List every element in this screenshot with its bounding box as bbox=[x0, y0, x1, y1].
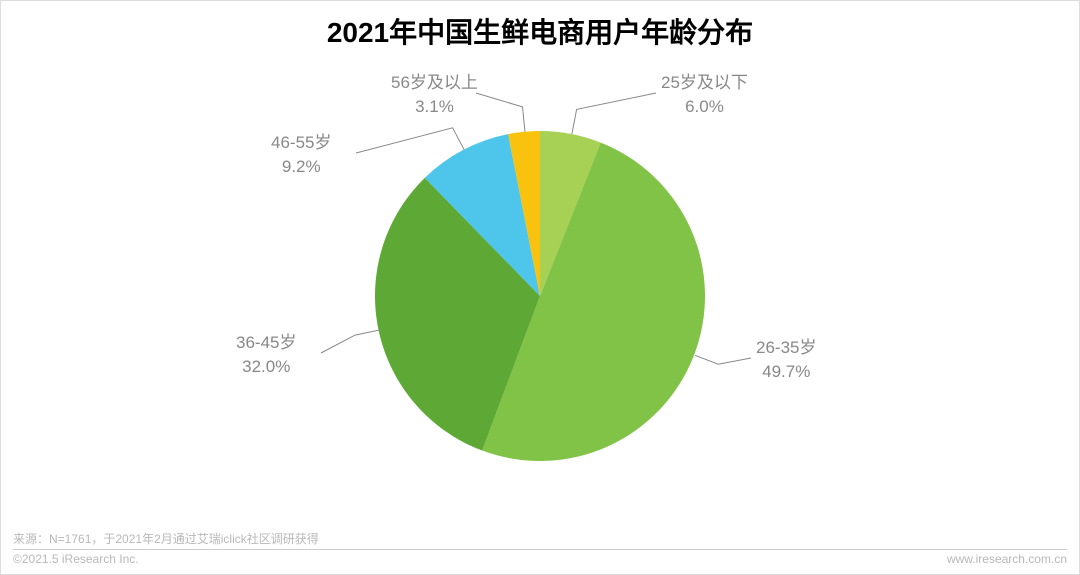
slice-label-name: 46-55岁 bbox=[271, 131, 331, 155]
leader-lines bbox=[1, 71, 1080, 521]
slice-label: 25岁及以下6.0% bbox=[661, 71, 748, 119]
slice-label-value: 9.2% bbox=[271, 155, 331, 179]
leader-line bbox=[476, 93, 525, 132]
footer: 来源：N=1761，于2021年2月通过艾瑞iclick社区调研获得 ©2021… bbox=[1, 530, 1079, 566]
leader-line bbox=[695, 355, 751, 364]
slice-label-value: 32.0% bbox=[236, 355, 296, 379]
slice-label: 26-35岁49.7% bbox=[756, 336, 816, 384]
slice-label: 56岁及以上3.1% bbox=[391, 71, 478, 119]
slice-label-name: 36-45岁 bbox=[236, 331, 296, 355]
footer-source: 来源：N=1761，于2021年2月通过艾瑞iclick社区调研获得 bbox=[13, 530, 1067, 547]
slice-label: 46-55岁9.2% bbox=[271, 131, 331, 179]
slice-label-name: 56岁及以上 bbox=[391, 71, 478, 95]
chart-title: 2021年中国生鲜电商用户年龄分布 bbox=[1, 1, 1079, 51]
slice-label-name: 26-35岁 bbox=[756, 336, 816, 360]
slice-label-value: 6.0% bbox=[661, 95, 748, 119]
leader-line bbox=[572, 93, 656, 134]
leader-line bbox=[356, 128, 464, 153]
slice-label-name: 25岁及以下 bbox=[661, 71, 748, 95]
footer-url: www.iresearch.com.cn bbox=[947, 552, 1067, 566]
footer-copyright: ©2021.5 iResearch Inc. bbox=[13, 552, 139, 566]
chart-area: 25岁及以下6.0% 26-35岁49.7% 36-45岁32.0% 46-55岁9.… bbox=[1, 71, 1079, 521]
slice-label-value: 49.7% bbox=[756, 360, 816, 384]
slice-label-value: 3.1% bbox=[391, 95, 478, 119]
slice-label: 36-45岁32.0% bbox=[236, 331, 296, 379]
leader-line bbox=[321, 330, 380, 353]
